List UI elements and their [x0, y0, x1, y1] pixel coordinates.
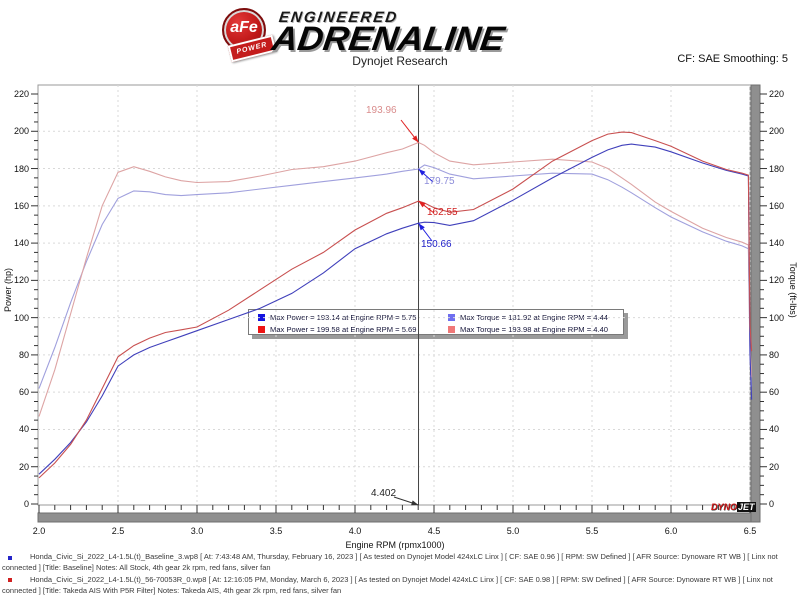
afe-logo: aFe POWER ENGINEERED ADRENALINE: [215, 6, 595, 63]
y-tick-label-left: 200: [13, 126, 29, 137]
legend-swatch-power-takeda: [258, 325, 265, 333]
run-info-footer: Honda_Civic_Si_2022_L4-1.5L(t)_Baseline_…: [0, 552, 800, 596]
y-tick-label-left: 40: [18, 424, 29, 435]
run2-notes: connected ] [Title: Takeda AIS With P5R …: [2, 585, 342, 595]
y-tick-label-right: 180: [769, 163, 785, 174]
run1-color-bullet: [8, 556, 12, 560]
x-tick-label: 5.5: [585, 526, 599, 536]
y-tick-label-right: 120: [769, 275, 785, 286]
y-tick-label-left: 20: [18, 461, 29, 472]
y-tick-label-right: 140: [769, 238, 785, 249]
run1-file-info: Honda_Civic_Si_2022_L4-1.5L(t)_Baseline_…: [30, 552, 778, 561]
x-tick-label: 2.5: [111, 526, 125, 536]
run2-color-bullet: [8, 578, 12, 582]
legend-swatch-power-baseline: [258, 313, 265, 321]
y-tick-label-right: 60: [769, 387, 780, 398]
legend-label: Max Power = 199.58 at Engine RPM = 5.69: [270, 324, 417, 334]
legend-label: Max Torque = 181.92 at Engine RPM = 4.44: [460, 312, 609, 322]
dynojet-logo-jet: JET: [737, 502, 756, 512]
x-tick-label: 3.0: [190, 526, 204, 536]
run2-file-info: Honda_Civic_Si_2022_L4-1.5L(t)_56-70053R…: [30, 575, 773, 584]
chart-subtitle: Dynojet Research: [352, 54, 448, 68]
annotation-arrow: [393, 496, 419, 506]
correction-factor-note: CF: SAE Smoothing: 5: [677, 53, 788, 65]
annotation-arrow: [418, 168, 434, 183]
y-tick-label-left: 80: [18, 349, 29, 360]
legend-label: Max Torque = 193.98 at Engine RPM = 4.40: [460, 324, 609, 334]
y-tick-label-left: 180: [13, 163, 29, 174]
annotation-arrowhead: [412, 135, 419, 143]
y-tick-label-left: 140: [13, 238, 29, 249]
y-tick-label-right: 40: [769, 424, 780, 435]
y-tick-label-right: 100: [769, 312, 785, 323]
x-tick-label: 6.0: [664, 526, 678, 536]
x-tick-label: 5.0: [506, 526, 520, 536]
annotation-value: 193.96: [366, 105, 397, 116]
horizontal-scrollbar: [37, 512, 759, 523]
annotation-arrow: [400, 119, 419, 143]
y-tick-label-right: 0: [769, 499, 775, 509]
x-tick-label: 4.0: [348, 526, 362, 536]
annotation-arrowhead: [411, 500, 419, 506]
annotation-arrowhead: [418, 201, 426, 208]
legend-item: Max Power = 199.58 at Engine RPM = 5.69: [249, 323, 448, 335]
x-tick-label: 6.5: [743, 526, 757, 536]
curve-torque_baseline: [38, 164, 753, 389]
legend-item: Max Power = 193.14 at Engine RPM = 5.75: [249, 311, 448, 323]
y-tick-label-left: 160: [13, 200, 29, 211]
dynojet-logo-dyno: DYNO: [711, 502, 738, 512]
annotation-value: 150.66: [421, 239, 452, 250]
y-tick-label-right: 220: [769, 89, 785, 99]
legend-label: Max Power = 193.14 at Engine RPM = 5.75: [270, 312, 417, 322]
x-axis-label: Engine RPM (rpmx1000): [345, 540, 445, 550]
annotation-value: 4.402: [371, 488, 396, 499]
annotation-arrowhead: [418, 223, 425, 231]
curve-power_takeda: [38, 131, 753, 479]
y-tick-label-right: 80: [769, 349, 780, 360]
afe-logo-text: aFe: [230, 19, 258, 36]
legend-item: Max Torque = 181.92 at Engine RPM = 4.44: [448, 311, 623, 323]
y-tick-label-left: 220: [13, 89, 29, 99]
y-tick-label-left: 0: [23, 499, 29, 509]
y-tick-label-left: 100: [13, 312, 29, 323]
annotation-arrowhead: [418, 169, 426, 176]
y-tick-label-right: 160: [769, 200, 785, 211]
dynojet-logo: DYNOJET: [711, 502, 756, 512]
y-tick-label-right: 200: [769, 126, 785, 137]
x-tick-label: 4.5: [427, 526, 441, 536]
legend-item: Max Torque = 193.98 at Engine RPM = 4.40: [448, 323, 623, 335]
annotation-arrow: [418, 200, 435, 214]
vertical-scrollbar: [750, 84, 761, 523]
legend-swatch-torque-takeda: [448, 325, 455, 333]
annotation-arrow: [418, 222, 433, 242]
x-tick-label: 2.0: [32, 526, 46, 536]
annotation-value: 162.55: [427, 207, 458, 218]
y-tick-label-right: 20: [769, 461, 780, 472]
legend-box: Max Power = 193.14 at Engine RPM = 5.75 …: [248, 309, 624, 335]
annotation-value: 179.75: [424, 176, 455, 187]
y-tick-label-left: 60: [18, 387, 29, 398]
run1-notes: connected ] [Title: Baseline] Notes: All…: [2, 562, 271, 572]
x-tick-label: 3.5: [269, 526, 283, 536]
y-tick-label-left: 120: [13, 275, 29, 286]
plot-frame: [37, 84, 751, 506]
curve-torque_takeda: [38, 141, 753, 417]
legend-swatch-torque-baseline: [448, 313, 455, 321]
